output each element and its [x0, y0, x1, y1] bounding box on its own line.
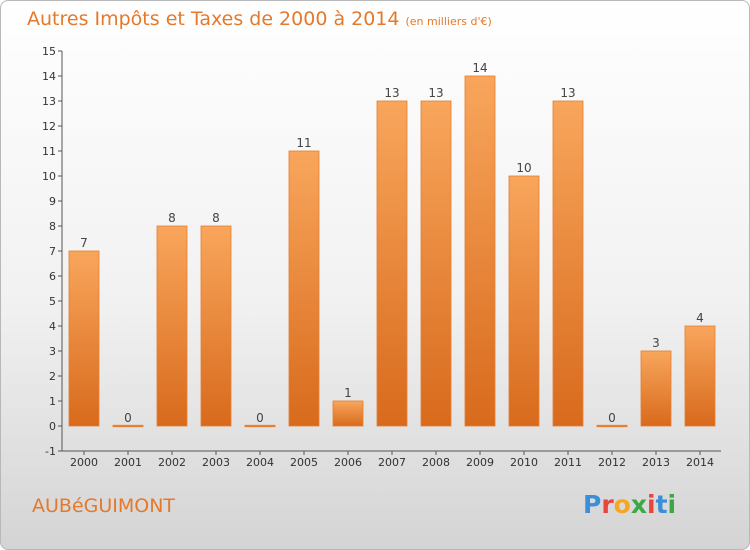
bar-2004 [244, 424, 276, 428]
chart-title: Autres Impôts et Taxes de 2000 à 2014 (en… [27, 8, 492, 30]
logo-letter: P [583, 490, 602, 519]
y-tick-label: 13 [42, 95, 56, 108]
x-tick-label: 2007 [378, 456, 406, 469]
x-tick-label: 2006 [334, 456, 362, 469]
x-tick-label: 2012 [598, 456, 626, 469]
y-tick-label: -1 [45, 445, 56, 458]
bar-2013 [640, 350, 672, 427]
bar-2009 [464, 75, 496, 427]
logo-letter: i [647, 490, 656, 519]
data-label-2005: 11 [296, 136, 311, 150]
y-tick-label: 7 [49, 245, 56, 258]
data-label-2003: 8 [212, 211, 220, 225]
y-tick-label: 10 [42, 170, 56, 183]
logo-letter: t [655, 490, 668, 519]
bar-2000 [68, 250, 100, 427]
y-tick-label: 0 [49, 420, 56, 433]
y-tick-label: 4 [49, 320, 56, 333]
y-tick-label: 1 [49, 395, 56, 408]
x-tick-label: 2005 [290, 456, 318, 469]
y-tick-label: 3 [49, 345, 56, 358]
bar-2007 [376, 100, 408, 427]
bar-2008 [420, 100, 452, 427]
logo-letter: r [601, 490, 614, 519]
y-tick-label: 5 [49, 295, 56, 308]
bar-2006 [332, 400, 364, 427]
y-tick-label: 15 [42, 45, 56, 58]
data-label-2011: 13 [560, 86, 575, 100]
y-tick-label: 12 [42, 120, 56, 133]
y-tick-label: 14 [42, 70, 56, 83]
chart-bars [68, 75, 716, 428]
x-tick-label: 2008 [422, 456, 450, 469]
data-label-2000: 7 [80, 236, 88, 250]
bar-2010 [508, 175, 540, 427]
x-tick-label: 2010 [510, 456, 538, 469]
data-label-2012: 0 [608, 411, 616, 425]
x-tick-label: 2009 [466, 456, 494, 469]
data-label-2010: 10 [516, 161, 531, 175]
bar-2011 [552, 100, 584, 427]
bar-2001 [112, 424, 144, 428]
y-tick-label: 9 [49, 195, 56, 208]
x-tick-label: 2014 [686, 456, 714, 469]
x-tick-label: 2002 [158, 456, 186, 469]
x-tick-label: 2013 [642, 456, 670, 469]
data-label-2007: 13 [384, 86, 399, 100]
bar-2005 [288, 150, 320, 427]
x-tick-label: 2011 [554, 456, 582, 469]
data-label-2009: 14 [472, 61, 487, 75]
bar-2002 [156, 225, 188, 427]
commune-name: AUBéGUIMONT [32, 495, 176, 517]
title-unit: (en milliers d'€) [405, 15, 492, 28]
logo-letter: i [667, 490, 677, 519]
x-tick-label: 2004 [246, 456, 274, 469]
data-label-2001: 0 [124, 411, 132, 425]
title-text: Autres Impôts et Taxes de 2000 à 2014 [27, 8, 400, 30]
data-label-2006: 1 [344, 386, 352, 400]
y-tick-label: 11 [42, 145, 56, 158]
data-label-2002: 8 [168, 211, 176, 225]
y-tick-label: 2 [49, 370, 56, 383]
x-tick-label: 2003 [202, 456, 230, 469]
logo-letter: o [613, 490, 631, 519]
data-label-2008: 13 [428, 86, 443, 100]
data-label-2014: 4 [696, 311, 704, 325]
data-label-2004: 0 [256, 411, 264, 425]
y-tick-label: 6 [49, 270, 56, 283]
y-tick-label: 8 [49, 220, 56, 233]
bar-2012 [596, 424, 628, 428]
x-tick-label: 2001 [114, 456, 142, 469]
x-tick-label: 2000 [70, 456, 98, 469]
bar-2014 [684, 325, 716, 427]
bar-2003 [200, 225, 232, 427]
proxiti-logo: Proxiti [583, 490, 676, 519]
data-label-2013: 3 [652, 336, 660, 350]
logo-letter: x [630, 490, 647, 519]
